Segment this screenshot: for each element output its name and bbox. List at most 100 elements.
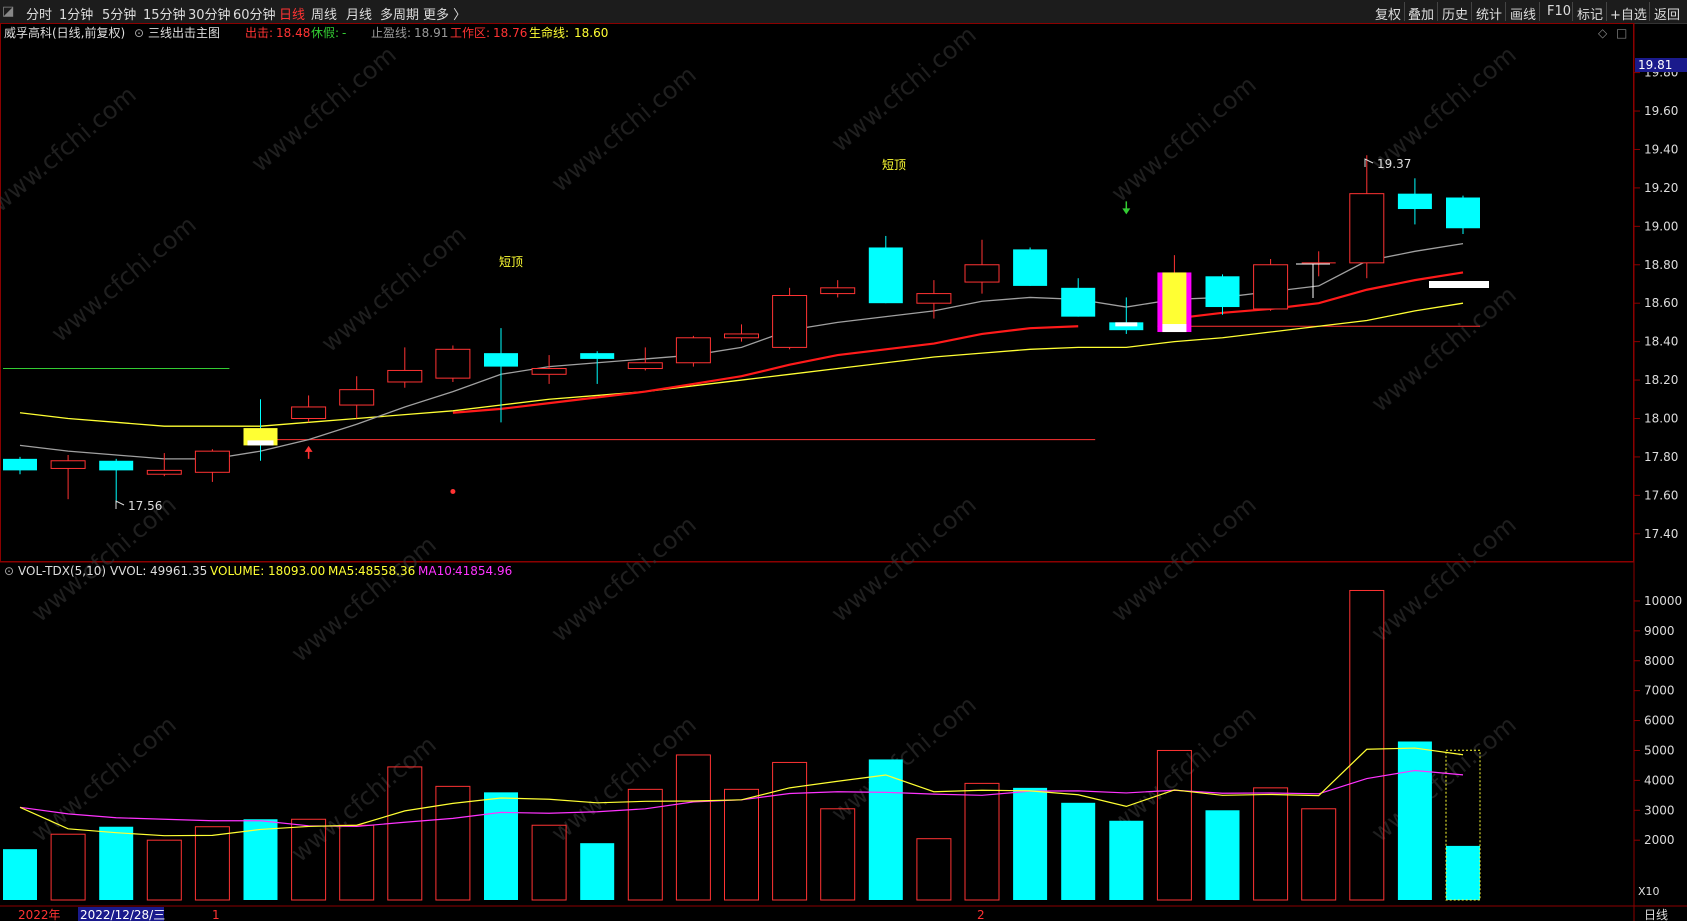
tab-monthly[interactable]: 月线 [346, 8, 373, 23]
volume-bar [1349, 589, 1385, 901]
volume-bar [1397, 741, 1432, 900]
volume-tick-label: 7000 [1644, 684, 1675, 698]
candle-body [675, 337, 711, 364]
signal-dot-icon [450, 489, 456, 495]
candle-body [964, 264, 1000, 283]
candle-body [820, 287, 856, 295]
candle-body [1446, 197, 1480, 229]
cfchi-watermark: www.cfchi.com www.cfchi.com www.cfchi.com w… [0, 23, 1522, 868]
candle-body [1349, 193, 1385, 264]
volume-unit: X10 [1638, 885, 1660, 898]
draw-button[interactable]: 画线 [1510, 8, 1537, 23]
watermark-text: www.cfchi.com [286, 530, 442, 667]
volume-bar [627, 788, 663, 901]
volume-bar [531, 824, 567, 901]
indicator-name: 三线出击主图 [148, 26, 220, 40]
candle-body [1061, 287, 1096, 317]
price-tick-label: 18.80 [1644, 258, 1678, 272]
price-tick-label: 19.00 [1644, 219, 1678, 233]
main-legend: 威孚高科(日线,前复权) ⊙ 三线出击主图 出击: 18.48 休假: - 止盈… [4, 25, 1627, 40]
workzone-series [452, 325, 1079, 414]
month-mark-1: 1 [212, 908, 220, 921]
candle-body [1397, 193, 1432, 210]
low-marker-icon [115, 500, 125, 509]
ma5-label: MA5: [328, 564, 358, 578]
volume-bar [50, 833, 86, 901]
vol-toggle-icon[interactable]: ⊙ [4, 564, 14, 578]
volume-bar [1109, 820, 1144, 900]
stats-button[interactable]: 统计 [1476, 8, 1503, 23]
volume-ma-lines [19, 747, 1464, 837]
short-top-label-1: 短顶 [499, 255, 523, 269]
tab-multi-period[interactable]: 多周期 [380, 8, 420, 23]
signals [304, 201, 1131, 495]
tab-60min[interactable]: 60分钟 [233, 8, 276, 23]
tab-30min[interactable]: 30分钟 [188, 8, 231, 23]
volume-bar [146, 839, 182, 901]
date-axis: 2022年 2022/12/28/三 1 2 日线 [18, 907, 1668, 921]
candle-body [387, 369, 423, 383]
candle-body [580, 353, 615, 359]
vvol-value: 49961.35 [150, 564, 207, 578]
fuquan-button[interactable]: 复权 [1375, 8, 1402, 23]
tab-15min[interactable]: 15分钟 [143, 8, 186, 23]
candle-body [868, 247, 903, 304]
volume-tick-label: 9000 [1644, 624, 1675, 638]
candle-marker [1115, 322, 1138, 327]
gongzuo-label: 工作区: [450, 26, 490, 40]
overlay-button[interactable]: 叠加 [1408, 8, 1435, 23]
price-tick-label: 17.40 [1644, 527, 1678, 541]
tab-fenshi[interactable]: 分时 [26, 8, 53, 23]
shengming-label: 生命线: [529, 25, 569, 40]
candle-body [484, 353, 518, 367]
volume-bar [435, 785, 471, 901]
current-price-label: 19.81 [1638, 58, 1672, 72]
back-button[interactable]: 返回 [1654, 8, 1681, 23]
tab-1min[interactable]: 1分钟 [59, 8, 94, 23]
legend-toggle-icon[interactable]: ⊙ [134, 26, 144, 40]
gongzuo-value: 18.76 [493, 26, 527, 40]
diamond-icon[interactable]: ◇ [1598, 26, 1608, 40]
settings-square-icon[interactable]: □ [1616, 26, 1627, 40]
price-tick-label: 19.40 [1644, 142, 1678, 156]
candle-body [724, 333, 759, 339]
history-button[interactable]: 历史 [1442, 8, 1469, 23]
candle-body [1253, 264, 1289, 310]
add-watchlist-button[interactable]: +自选 [1610, 8, 1647, 23]
vol-legend: ⊙ VOL-TDX(5,10) VVOL: 49961.35 VOLUME: 1… [4, 564, 512, 578]
volume-bar [675, 754, 711, 901]
volume-bars [3, 589, 1481, 901]
volume-bar [1061, 802, 1096, 900]
candle-body [99, 460, 134, 471]
cursor-date-label: 2022/12/28/三 [80, 908, 165, 921]
candle-marker [1162, 324, 1187, 333]
candle-body [627, 362, 663, 370]
candle-body [1013, 249, 1048, 286]
period-label: 日线 [1644, 908, 1668, 921]
candle-marker [247, 440, 274, 446]
volume-bar [339, 824, 375, 901]
tab-weekly[interactable]: 周线 [311, 8, 338, 23]
chuji-label: 出击: [245, 26, 273, 40]
watermark-text: www.cfchi.com [826, 690, 982, 827]
high-marker-icon [1364, 158, 1374, 167]
price-tick-label: 17.60 [1644, 488, 1678, 502]
collapse-icon[interactable]: ◪ [2, 4, 15, 19]
stock-name: 威孚高科(日线,前复权) [4, 25, 125, 40]
volume-bar [99, 826, 134, 900]
volume-bar [820, 808, 856, 901]
volume-bar [3, 849, 37, 900]
volume-tick-label: 3000 [1644, 803, 1675, 817]
high-price-label: 19.37 [1377, 157, 1411, 171]
tab-5min[interactable]: 5分钟 [102, 8, 137, 23]
tab-daily[interactable]: 日线 [279, 8, 306, 23]
volume-bar [1156, 749, 1192, 901]
mark-button[interactable]: 标记 [1577, 8, 1604, 23]
volume-bar [1013, 787, 1048, 900]
tab-more[interactable]: 更多 〉 [423, 8, 467, 23]
kline-chart[interactable]: www.cfchi.com www.cfchi.com www.cfchi.com w… [0, 23, 1687, 921]
candle-body [531, 368, 567, 375]
level-lines [3, 325, 1480, 441]
volume-ma5-series [19, 747, 1464, 837]
f10-button[interactable]: F10 [1547, 4, 1572, 19]
